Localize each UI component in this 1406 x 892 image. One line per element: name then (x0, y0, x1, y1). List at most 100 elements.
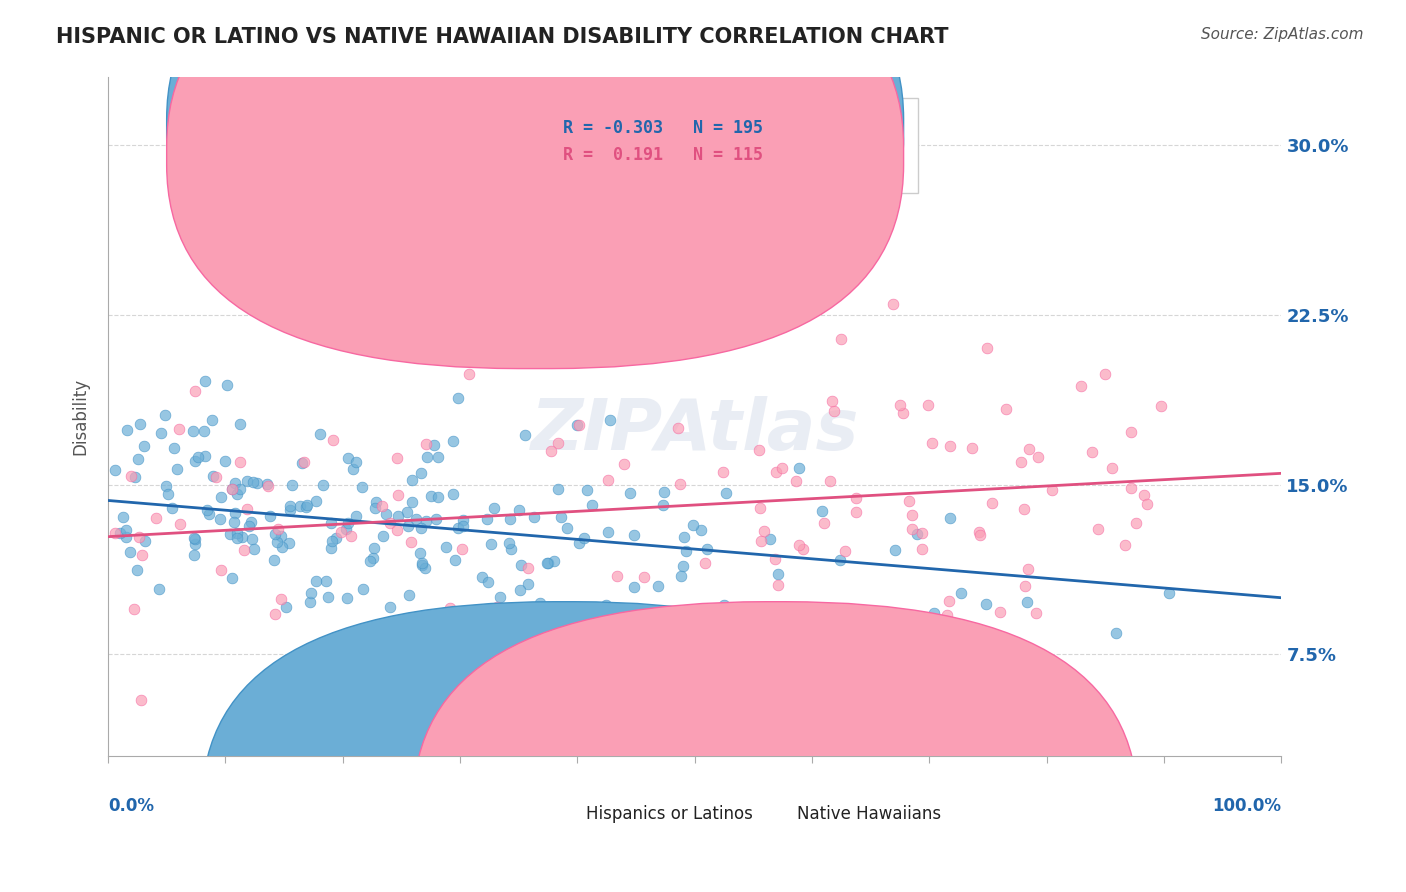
Point (325, 531, 347, 545)
Point (214, 454, 236, 468)
Point (547, 483, 569, 497)
Point (596, 524, 619, 539)
Point (291, 456, 314, 470)
Point (917, 398, 939, 412)
Point (124, 470, 146, 484)
Point (115, 530, 138, 544)
Point (256, 477, 278, 491)
Point (599, 413, 621, 427)
Point (471, 570, 494, 584)
Point (613, 457, 636, 471)
Point (1101, 461, 1123, 475)
Point (398, 588, 420, 602)
Point (1125, 516, 1147, 530)
Point (278, 536, 301, 550)
Point (235, 287, 257, 301)
Point (574, 651, 596, 665)
Point (939, 440, 962, 454)
Point (238, 519, 260, 533)
Point (845, 505, 868, 519)
Point (264, 526, 287, 541)
Point (160, 500, 183, 515)
Point (884, 543, 907, 558)
Point (198, 507, 221, 521)
Point (184, 384, 207, 398)
Point (905, 526, 928, 541)
Point (181, 424, 204, 438)
Point (921, 435, 943, 450)
Point (270, 529, 292, 543)
Point (120, 468, 142, 483)
FancyBboxPatch shape (202, 602, 927, 892)
Point (256, 479, 278, 493)
Point (344, 455, 367, 469)
Point (995, 402, 1018, 417)
Point (1094, 367, 1116, 381)
Point (523, 509, 546, 524)
Point (675, 544, 697, 558)
Point (226, 487, 249, 501)
Point (184, 454, 207, 468)
Point (387, 488, 409, 502)
Point (425, 512, 447, 526)
Text: Hispanics or Latinos: Hispanics or Latinos (586, 805, 754, 822)
Point (364, 501, 387, 516)
Point (1121, 425, 1143, 440)
Point (117, 423, 139, 437)
Point (401, 473, 423, 487)
Point (681, 645, 703, 659)
Point (316, 590, 339, 604)
Point (748, 443, 770, 458)
Point (225, 531, 247, 545)
Point (128, 530, 150, 544)
Point (229, 417, 252, 431)
Point (219, 526, 242, 541)
Point (292, 455, 315, 469)
Point (426, 450, 449, 464)
Point (695, 556, 717, 570)
Point (278, 503, 301, 517)
Point (1136, 497, 1159, 511)
Point (183, 531, 205, 545)
Point (529, 596, 551, 610)
Point (441, 487, 464, 501)
Point (1157, 586, 1180, 600)
Point (668, 477, 690, 491)
Point (568, 536, 591, 550)
Point (759, 532, 782, 546)
Point (444, 553, 467, 567)
Point (312, 477, 335, 491)
Point (166, 462, 188, 476)
Point (770, 461, 793, 475)
Point (960, 442, 983, 456)
Point (652, 498, 675, 512)
Point (1070, 379, 1092, 393)
Point (280, 500, 302, 514)
Point (413, 561, 436, 575)
Point (447, 521, 470, 535)
Point (361, 550, 384, 565)
Point (350, 480, 373, 494)
Point (654, 614, 676, 628)
Point (259, 508, 281, 523)
Point (623, 528, 645, 542)
Point (486, 600, 509, 615)
Point (271, 540, 294, 554)
Point (378, 516, 401, 530)
Point (115, 523, 138, 537)
Point (758, 660, 780, 674)
Point (828, 553, 851, 567)
Point (1087, 522, 1109, 536)
Point (821, 393, 844, 408)
Point (127, 451, 149, 466)
Point (451, 518, 474, 533)
Point (714, 485, 737, 500)
Point (1105, 625, 1128, 640)
Point (246, 475, 269, 490)
Point (950, 586, 973, 600)
Text: R =  0.191   N = 115: R = 0.191 N = 115 (564, 146, 763, 164)
Point (167, 421, 190, 435)
Point (845, 491, 868, 506)
Point (385, 450, 408, 465)
Point (508, 503, 530, 517)
